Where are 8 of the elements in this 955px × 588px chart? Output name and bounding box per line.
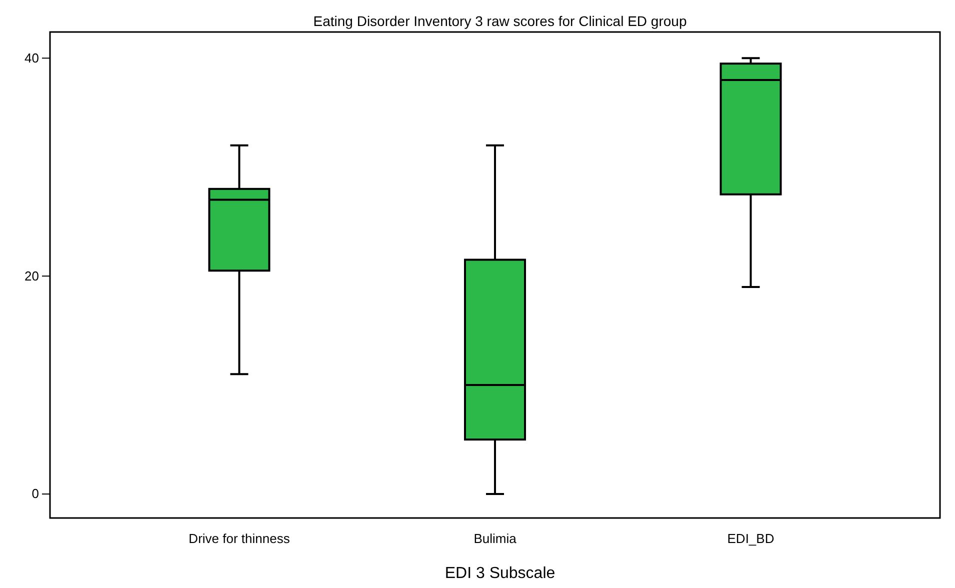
y-tick-label: 40 xyxy=(24,50,39,66)
x-tick-label: Drive for thinness xyxy=(188,531,290,546)
y-tick-label: 20 xyxy=(24,268,39,284)
y-tick-label: 0 xyxy=(32,486,39,502)
chart-title: Eating Disorder Inventory 3 raw scores for Clinical ED group xyxy=(313,13,687,29)
x-tick-label: EDI_BD xyxy=(727,531,774,546)
x-tick-label: Bulimia xyxy=(474,531,518,546)
x-axis-title: EDI 3 Subscale xyxy=(444,565,556,582)
